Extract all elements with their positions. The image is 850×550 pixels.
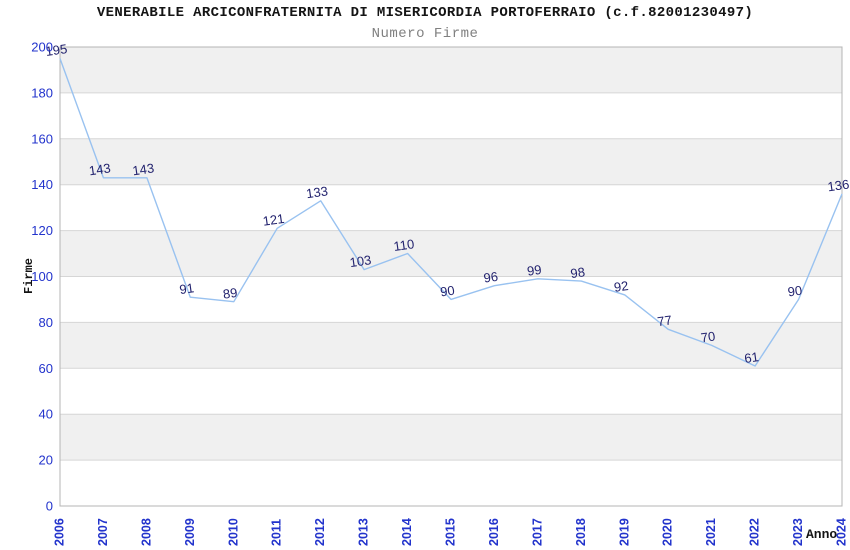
x-tick-label: 2024 — [835, 518, 849, 546]
y-tick-label: 200 — [31, 40, 53, 55]
data-label: 70 — [700, 328, 716, 345]
x-tick-label: 2008 — [139, 518, 153, 546]
x-tick-label: 2016 — [487, 518, 501, 546]
y-tick-label: 120 — [31, 223, 53, 238]
x-tick-label: 2022 — [748, 518, 762, 546]
plot-border — [59, 46, 843, 507]
x-tick-label: 2009 — [183, 518, 197, 546]
data-label: 96 — [483, 269, 499, 286]
data-line — [59, 58, 843, 367]
data-label: 110 — [393, 236, 416, 254]
y-axis-label: Firme — [22, 257, 36, 295]
y-tick-label: 40 — [39, 407, 53, 422]
data-label: 77 — [656, 312, 672, 329]
data-label: 143 — [88, 160, 112, 178]
plot-band — [60, 47, 842, 93]
plot-band — [60, 138, 842, 185]
y-tick-label: 100 — [31, 269, 53, 284]
data-label: 91 — [178, 280, 194, 297]
x-tick-label: 2013 — [357, 518, 371, 546]
y-tick-label: 140 — [31, 177, 53, 192]
chart-title: VENERABILE ARCICONFRATERNITA DI MISERICO… — [96, 5, 754, 21]
y-tick-label: 180 — [31, 85, 53, 100]
x-tick-label: 2015 — [444, 518, 458, 546]
plot-band — [60, 230, 842, 277]
plot-band — [60, 414, 842, 461]
x-tick-label: 2021 — [704, 518, 718, 546]
data-label: 143 — [131, 160, 155, 178]
x-tick-label: 2019 — [617, 518, 631, 546]
y-tick-label: 60 — [39, 361, 53, 376]
x-tick-label: 2017 — [530, 518, 544, 546]
x-tick-label: 2006 — [53, 518, 67, 546]
x-tick-label: 2018 — [574, 518, 588, 546]
x-tick-label: 2014 — [400, 518, 414, 546]
data-label: 195 — [45, 41, 69, 59]
data-label: 98 — [569, 264, 585, 281]
y-tick-label: 160 — [31, 131, 53, 146]
data-label: 136 — [827, 176, 850, 194]
data-label: 92 — [613, 278, 629, 295]
data-label: 103 — [349, 252, 373, 270]
plot-band — [60, 322, 842, 369]
data-label: 99 — [526, 262, 542, 279]
x-tick-label: 2012 — [313, 518, 327, 546]
data-label: 90 — [787, 283, 803, 300]
data-label: 89 — [222, 285, 238, 302]
x-tick-label: 2023 — [791, 518, 805, 546]
data-label: 133 — [305, 183, 329, 201]
x-axis-label: Anno — [806, 527, 838, 542]
y-tick-label: 80 — [39, 315, 53, 330]
x-tick-label: 2020 — [661, 518, 675, 546]
x-tick-label: 2011 — [270, 519, 284, 546]
y-tick-label: 20 — [39, 453, 53, 468]
data-label: 61 — [743, 349, 759, 366]
data-label: 90 — [439, 283, 455, 300]
data-label: 121 — [262, 211, 286, 229]
x-tick-label: 2010 — [226, 518, 240, 546]
y-tick-label: 0 — [46, 499, 53, 514]
chart-subtitle: Numero Firme — [371, 26, 479, 42]
x-tick-label: 2007 — [96, 518, 110, 546]
